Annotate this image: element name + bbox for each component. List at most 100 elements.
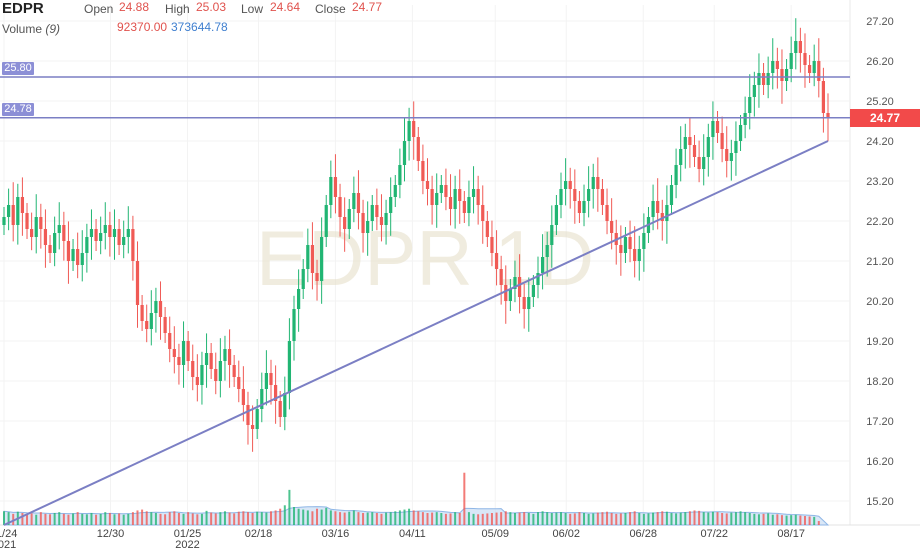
volume-bar (495, 512, 498, 525)
candle-body (103, 225, 107, 233)
candle (812, 44, 816, 87)
low-label: Low (241, 2, 264, 16)
candle-body (320, 237, 324, 281)
volume-bar (532, 513, 535, 525)
candle (402, 118, 407, 182)
last-price-tag: 24.77 (850, 109, 920, 128)
candle-body (135, 261, 140, 305)
volume-bar (481, 513, 484, 525)
volume-bar (560, 512, 563, 525)
candle (748, 74, 752, 130)
candle (117, 219, 121, 255)
volume-bar (35, 514, 38, 525)
candle-body (310, 245, 315, 273)
volume-bar (12, 513, 15, 525)
volume-bar (357, 512, 360, 525)
candle (66, 221, 71, 284)
symbol-label: EDPR (2, 0, 44, 17)
candle-body (669, 185, 674, 205)
candle (94, 219, 98, 251)
volume-bar (546, 512, 549, 525)
candle-body (117, 229, 121, 245)
trendline (3, 140, 829, 526)
candle (536, 256, 540, 299)
volume-bar (366, 512, 369, 525)
candle-body (366, 221, 370, 233)
candle-body (508, 289, 512, 301)
candle-body (301, 269, 305, 289)
candle (628, 220, 632, 263)
candle-body (490, 237, 494, 253)
candle (679, 126, 683, 182)
volume-bar (767, 513, 770, 525)
candle-body (688, 137, 692, 145)
candle (62, 211, 66, 261)
volume-bar (785, 515, 788, 525)
x-tick-label: 11/24 (0, 528, 17, 540)
volume-bar (21, 513, 24, 525)
candle (333, 154, 338, 214)
candle-body (573, 189, 577, 201)
drawn-lines[interactable] (0, 76, 850, 526)
candle-body (430, 189, 434, 205)
hline-tag-resistance[interactable]: 25.80 (2, 62, 34, 75)
volume-bar (348, 511, 351, 525)
volume-bar (182, 513, 185, 525)
x-tick-label: 12/30 (97, 528, 125, 540)
volume-bar (744, 512, 747, 525)
candle (577, 191, 582, 223)
x-tick-label: 03/16 (322, 528, 350, 540)
candle-body (297, 289, 301, 309)
volume-bar (311, 511, 314, 525)
low-value: 24.64 (270, 0, 301, 14)
volume-bar (527, 513, 530, 525)
volume-bar (688, 511, 691, 525)
candle-body (264, 373, 269, 389)
y-tick-label: 21.20 (866, 256, 894, 268)
candle (223, 335, 227, 381)
candle (250, 405, 255, 452)
volume-bar (776, 514, 779, 525)
candle-body (20, 197, 25, 213)
price-axis[interactable]: 27.20 26.20 25.20 24.20 23.20 22.20 21.20 20.20… (866, 16, 894, 508)
candle-body (76, 249, 80, 265)
candle-body (39, 217, 43, 229)
candle (172, 326, 176, 374)
volume-bar (30, 513, 33, 525)
candle-body (780, 69, 784, 81)
candle (20, 177, 25, 236)
volume-bar (790, 515, 793, 525)
volume-bar (173, 511, 176, 525)
candle-body (34, 217, 38, 237)
candle (122, 220, 126, 259)
x-tick-label: 08/17 (777, 528, 805, 540)
volume-bar (619, 513, 622, 525)
volume-bar (343, 512, 346, 525)
candle-body (637, 249, 641, 261)
candle-body (223, 349, 227, 361)
candle-body (757, 73, 761, 85)
volume-bar (707, 512, 710, 525)
candle (370, 195, 374, 231)
candle-body (628, 237, 632, 249)
volume-bar (95, 514, 98, 525)
volume-bar (72, 513, 75, 525)
volume-bar (458, 513, 461, 525)
candle-body (554, 205, 559, 225)
candle-body (821, 81, 826, 113)
candle-body (803, 53, 807, 65)
volume-bar (601, 512, 604, 525)
candle (494, 230, 499, 286)
candle (76, 232, 80, 279)
candle (637, 235, 641, 281)
hline-tag-support[interactable]: 24.78 (2, 102, 34, 116)
volume-bar (288, 489, 291, 525)
candle (135, 241, 140, 328)
candle-body (412, 121, 416, 137)
volume-bar (578, 512, 581, 525)
volume-bar (509, 512, 512, 525)
volume-bar (803, 516, 806, 525)
candle-body (563, 181, 568, 189)
